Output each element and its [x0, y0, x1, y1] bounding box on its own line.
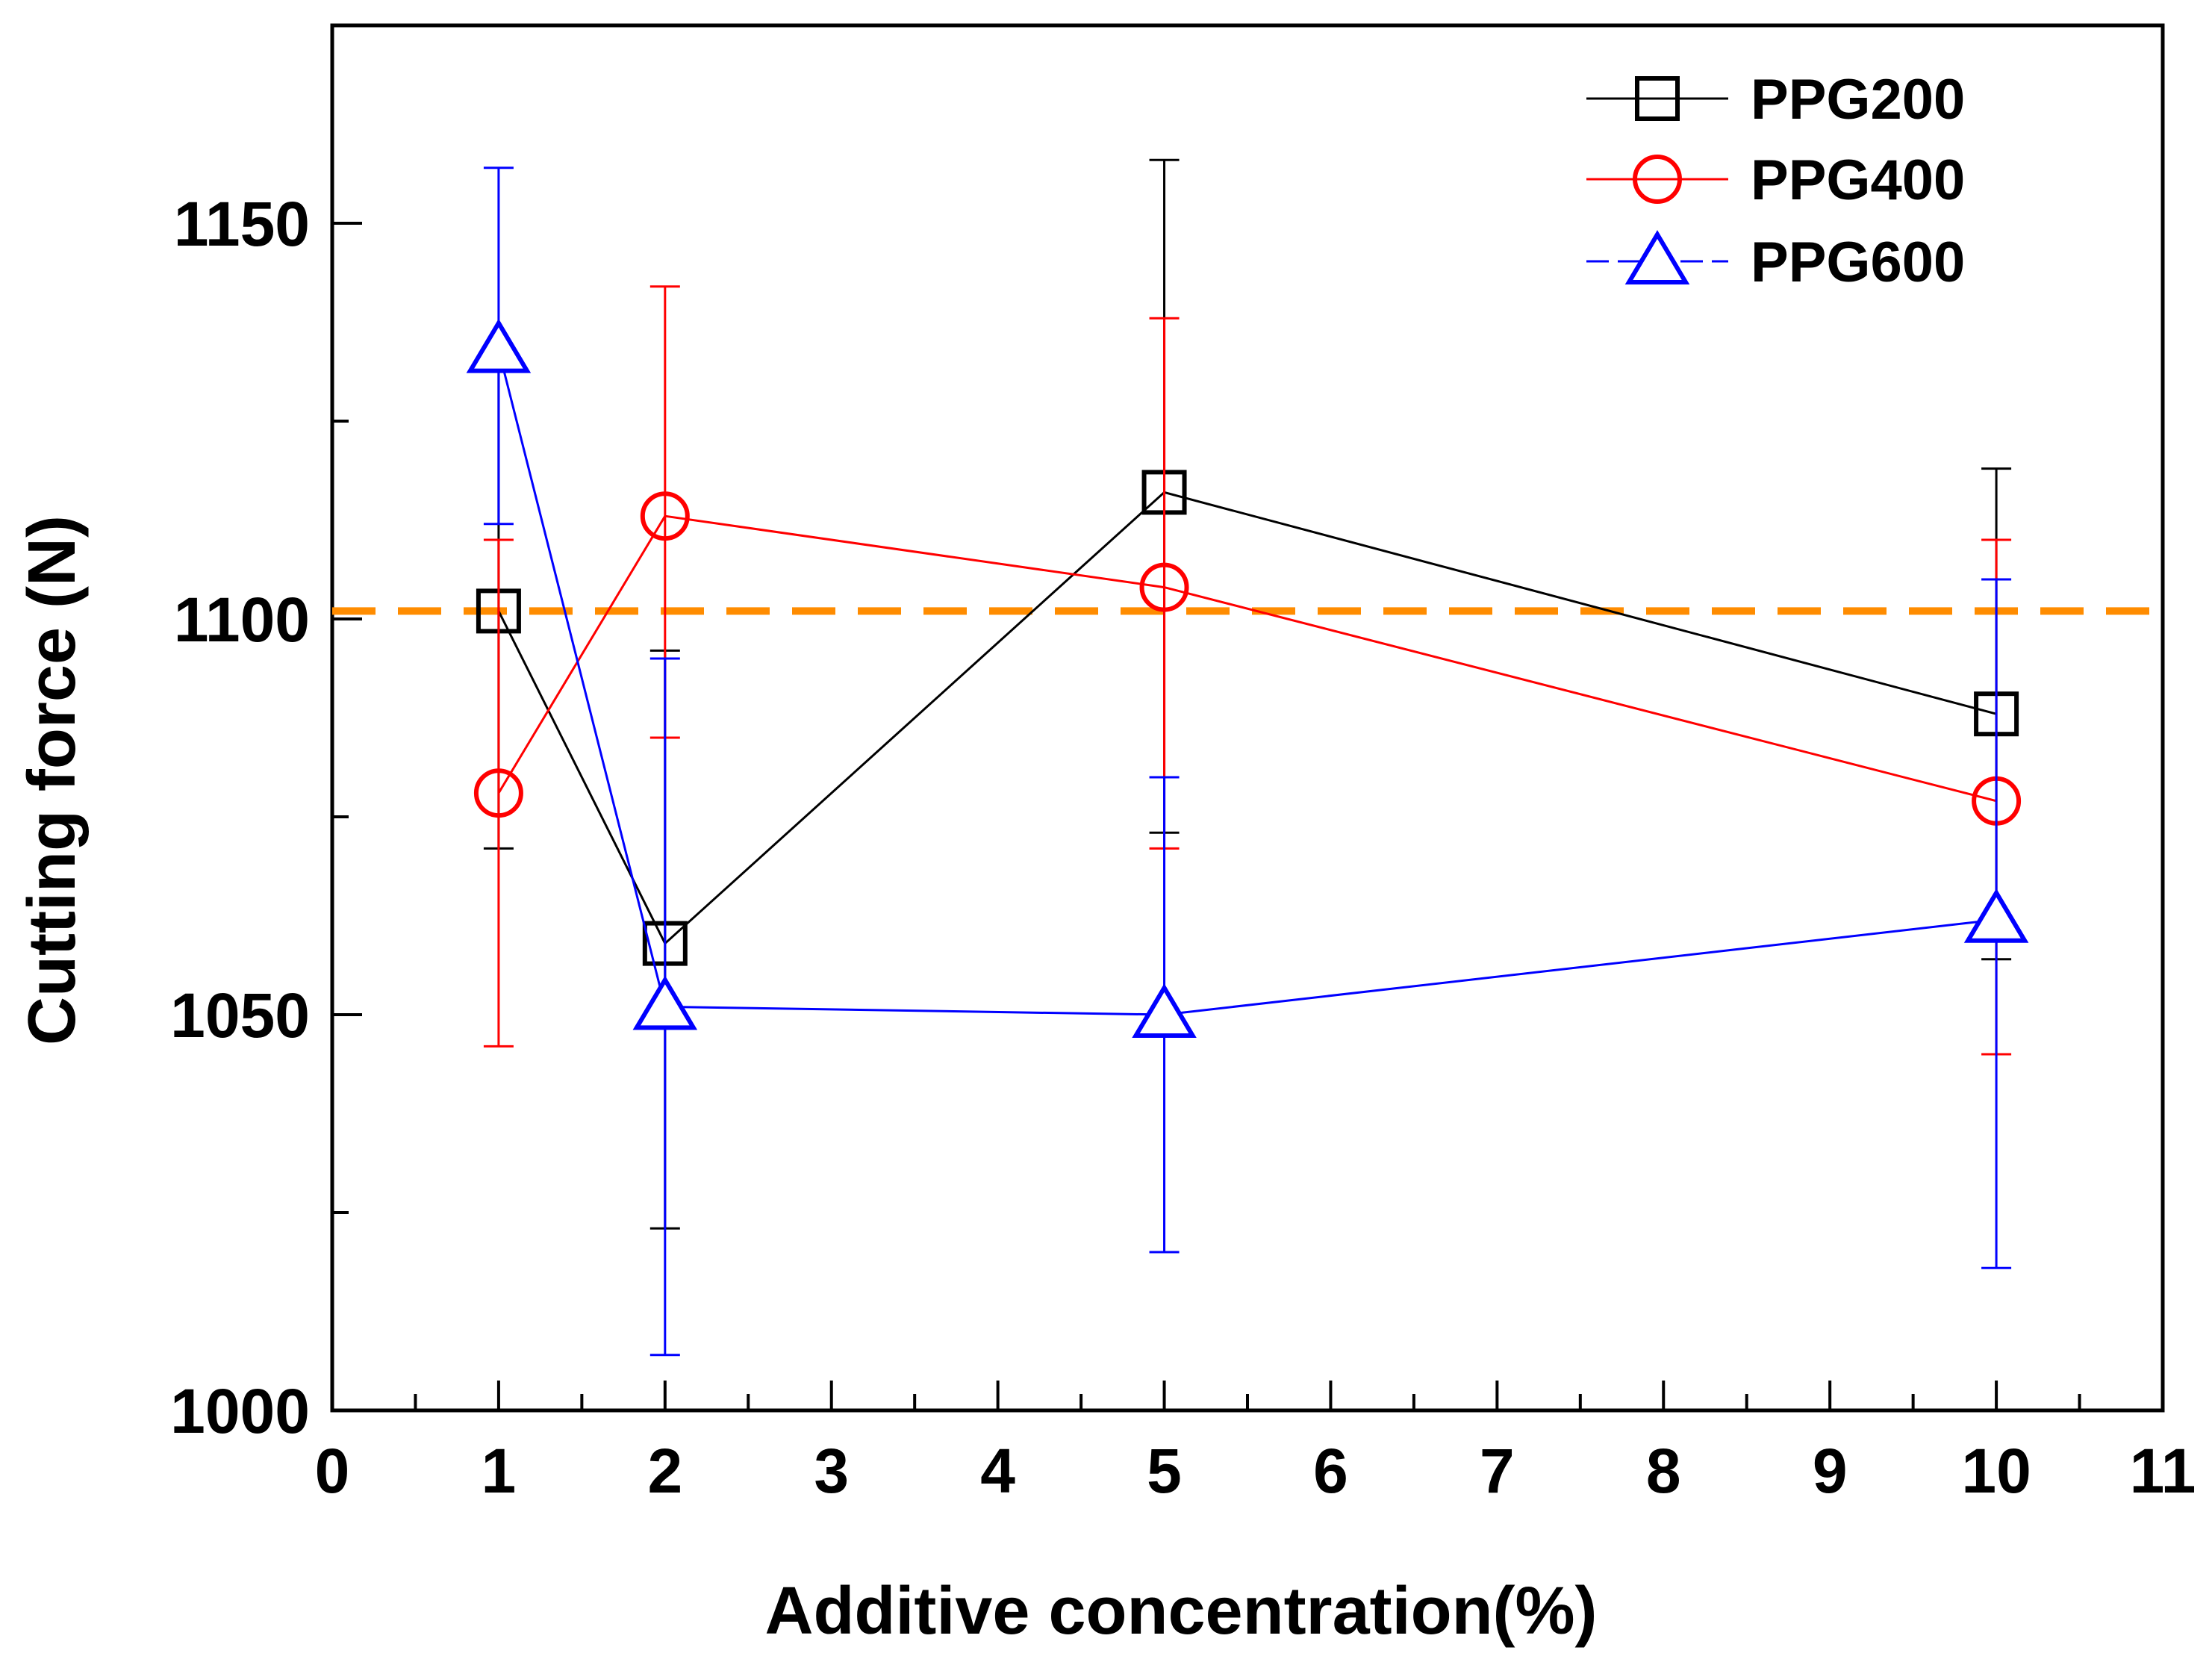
legend: PPG200 PPG400 PPG600: [1586, 68, 1965, 294]
x-tick-label: 8: [1646, 1436, 1681, 1506]
legend-label: PPG200: [1751, 68, 1965, 131]
data-point-circle: [640, 491, 690, 541]
legend-marker-triangle: [1624, 230, 1690, 284]
series-line: [497, 491, 1997, 946]
x-tick-label: 11: [2130, 1436, 2196, 1506]
data-point-triangle: [632, 975, 698, 1030]
x-tick-label: 2: [647, 1436, 682, 1506]
data-point-triangle: [466, 318, 532, 373]
y-tick-label: 1000: [170, 1376, 310, 1446]
y-tick-label: 1150: [174, 189, 310, 259]
series-line: [497, 349, 1997, 1016]
legend-label: PPG400: [1751, 149, 1965, 212]
x-tick-label: 4: [980, 1436, 1015, 1506]
x-tick-label: 3: [814, 1436, 849, 1506]
x-tick-label: 6: [1313, 1436, 1348, 1506]
legend-marker-square: [1635, 76, 1680, 121]
legend-marker-circle: [1633, 155, 1682, 204]
y-axis-title: Cutting force (N): [15, 515, 90, 1045]
x-axis-title: Additive concentration(%): [764, 1574, 1597, 1649]
data-point-circle: [473, 768, 523, 818]
data-point-triangle: [1132, 983, 1197, 1038]
series-ppg200: [476, 158, 2019, 1230]
y-tick-label: 1050: [170, 980, 310, 1051]
x-tick-label: 9: [1813, 1436, 1848, 1506]
data-point-triangle: [1963, 888, 2029, 943]
y-tick-label: 1100: [174, 585, 310, 655]
x-tick-label: 7: [1480, 1436, 1515, 1506]
legend-label: PPG600: [1751, 231, 1965, 294]
series-line: [497, 514, 1997, 803]
x-tick-label: 5: [1147, 1436, 1182, 1506]
series-ppg400: [473, 285, 2022, 1056]
x-tick-label: 0: [315, 1436, 350, 1506]
series-ppg600: [466, 166, 2029, 1357]
series-layer: [466, 158, 2029, 1357]
x-tick-label: 1: [482, 1436, 517, 1506]
axis-ticks: 0 1 2 3 4 5 6 7 8 9 10 11 1000 1050 1100 1150: [170, 189, 2196, 1506]
data-point-circle: [1139, 562, 1189, 612]
x-tick-label: 10: [1961, 1436, 2031, 1506]
